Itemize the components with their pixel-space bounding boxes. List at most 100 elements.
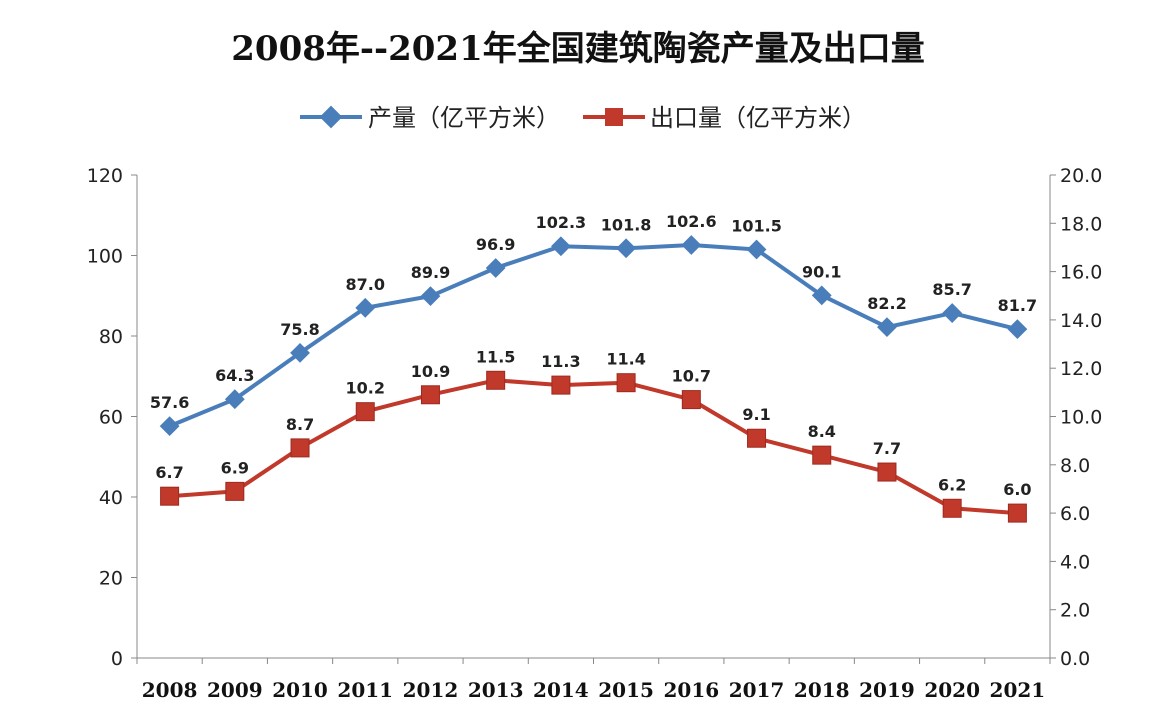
point-marker [420,286,441,307]
point-marker [420,385,440,405]
point-marker [551,375,571,395]
point-marker [486,370,506,390]
right-tick-label: 6.0 [1060,503,1090,525]
data-label: 6.9 [221,458,249,477]
left-tick-label: 60 [99,407,123,429]
category-label: 2012 [403,678,459,702]
data-label: 6.0 [1003,480,1031,499]
data-label: 102.6 [666,212,717,231]
data-label: 8.7 [286,415,314,434]
series-line-0 [168,243,1018,429]
legend-marker-production [319,105,343,129]
right-tick-label: 12.0 [1060,358,1102,380]
legend-label-production: 产量（亿平方米） [368,104,560,132]
data-label: 11.5 [476,347,515,366]
right-tick-label: 16.0 [1060,262,1102,284]
point-marker [811,285,832,306]
point-marker [747,428,767,448]
right-tick-label: 14.0 [1060,310,1102,332]
data-label: 9.1 [742,405,770,424]
point-marker [942,303,963,323]
data-label: 90.1 [802,262,841,281]
point-marker [616,373,636,393]
data-label: 82.2 [867,294,906,313]
point-marker [942,498,962,518]
point-marker [355,402,375,422]
data-label: 6.2 [938,475,966,494]
legend-item-production: 产量（亿平方米） [300,104,560,132]
right-tick-label: 2.0 [1060,600,1090,622]
data-label: 10.7 [672,367,711,386]
left-tick-label: 40 [99,487,123,509]
point-marker [681,390,701,410]
point-marker [877,317,897,338]
series-layer [159,235,1028,523]
left-tick-label: 20 [99,568,123,590]
category-label: 2017 [729,678,785,702]
data-label: 57.6 [150,393,189,412]
data-label: 6.7 [155,463,183,482]
category-label: 2015 [598,678,654,702]
point-marker [812,445,832,465]
right-tick-label: 20.0 [1060,165,1102,187]
right-tick-label: 0.0 [1060,648,1090,670]
data-label: 101.8 [601,215,652,234]
point-marker [1007,319,1028,340]
data-label: 64.3 [215,366,254,385]
point-marker [681,235,702,255]
legend-item-export: 出口量（亿平方米） [583,104,866,132]
right-tick-label: 10.0 [1060,407,1102,429]
point-marker [485,258,506,278]
data-label: 96.9 [476,235,515,254]
data-label: 10.9 [411,362,450,381]
data-label: 11.4 [606,350,645,369]
right-tick-label: 4.0 [1060,551,1090,573]
point-marker [159,416,180,437]
right-tick-label: 8.0 [1060,455,1090,477]
data-label: 11.3 [541,352,580,371]
legend-label-export: 出口量（亿平方米） [650,104,866,132]
legend-marker-export [605,108,623,126]
point-marker [225,481,245,501]
point-marker [1007,503,1027,523]
category-label: 2011 [337,678,393,702]
data-label: 101.5 [731,216,782,235]
category-label: 2013 [468,678,524,702]
category-label: 2020 [924,678,980,702]
category-label: 2008 [142,678,198,702]
point-marker [224,389,245,410]
left-tick-label: 0 [111,648,123,670]
data-label: 102.3 [536,213,587,232]
point-marker [290,438,310,458]
x-axis-categories: 2008 2009 2010 2011 2012 2013 2014 2015 2016 2017… [142,678,1045,702]
category-label: 2014 [533,678,589,702]
left-tick-label: 80 [99,326,123,348]
category-label: 2019 [859,678,915,702]
data-label: 10.2 [346,379,385,398]
left-tick-label: 120 [87,165,123,187]
left-axis-ticks: 0 20 40 60 80 100 120 [87,165,137,670]
point-marker [616,238,637,259]
point-marker [355,297,376,318]
category-label: 2021 [990,678,1046,702]
right-tick-label: 18.0 [1060,213,1102,235]
point-marker [550,236,571,257]
category-label: 2009 [207,678,263,702]
data-label: 7.7 [873,439,901,458]
series-line-1 [169,378,1018,516]
category-label: 2016 [663,678,719,702]
point-marker [290,343,310,363]
data-labels-layer: 57.6 64.3 75.8 87.0 89.9 96.9 102.3 101.8 102.6 1… [150,212,1037,499]
data-label: 75.8 [280,320,319,339]
data-label: 89.9 [411,263,450,282]
category-label: 2018 [794,678,850,702]
chart-title: 2008年--2021年全国建筑陶瓷产量及出口量 [231,29,924,69]
legend: 产量（亿平方米） 出口量（亿平方米） [300,104,866,132]
data-label: 8.4 [808,422,836,441]
point-marker [160,486,180,506]
data-label: 85.7 [932,280,971,299]
category-label: 2010 [272,678,328,702]
right-axis-ticks: 0.0 2.0 4.0 6.0 8.0 10.0 12.0 14.0 16.0 18.0 20.0 [1050,165,1102,670]
point-marker [877,462,897,482]
